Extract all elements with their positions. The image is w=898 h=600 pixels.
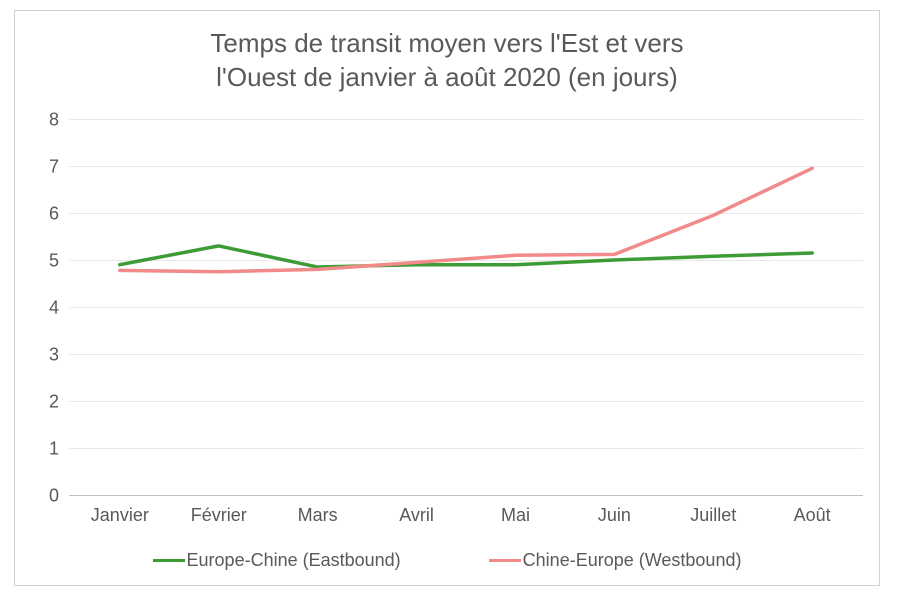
x-tick-label: Mars (298, 505, 338, 526)
legend-item-westbound: Chine-Europe (Westbound) (489, 550, 742, 571)
chart-frame: Temps de transit moyen vers l'Est et ver… (14, 10, 880, 586)
chart-title-line1: Temps de transit moyen vers l'Est et ver… (210, 28, 683, 58)
chart-title-line2: l'Ouest de janvier à août 2020 (en jours… (216, 62, 678, 92)
y-tick-label: 8 (49, 110, 59, 131)
x-tick-label: Février (191, 505, 247, 526)
chart-lines (69, 119, 863, 495)
y-tick-label: 7 (49, 157, 59, 178)
gridline: 0 (69, 495, 863, 496)
y-tick-label: 2 (49, 392, 59, 413)
legend-swatch-eastbound (153, 559, 185, 562)
y-tick-label: 0 (49, 486, 59, 507)
x-tick-label: Juin (598, 505, 631, 526)
series-line-eastbound (120, 246, 812, 267)
legend-label-westbound: Chine-Europe (Westbound) (523, 550, 742, 571)
x-tick-label: Mai (501, 505, 530, 526)
x-tick-label: Août (794, 505, 831, 526)
legend-label-eastbound: Europe-Chine (Eastbound) (187, 550, 401, 571)
y-tick-label: 3 (49, 345, 59, 366)
y-tick-label: 4 (49, 298, 59, 319)
x-tick-label: Janvier (91, 505, 149, 526)
plot-area: 012345678JanvierFévrierMarsAvrilMaiJuinJ… (69, 119, 863, 495)
legend: Europe-Chine (Eastbound) Chine-Europe (W… (15, 550, 879, 571)
x-tick-label: Avril (399, 505, 434, 526)
y-tick-label: 1 (49, 439, 59, 460)
chart-title: Temps de transit moyen vers l'Est et ver… (15, 27, 879, 95)
y-tick-label: 6 (49, 204, 59, 225)
legend-item-eastbound: Europe-Chine (Eastbound) (153, 550, 401, 571)
y-tick-label: 5 (49, 251, 59, 272)
x-tick-label: Juillet (690, 505, 736, 526)
legend-swatch-westbound (489, 559, 521, 562)
